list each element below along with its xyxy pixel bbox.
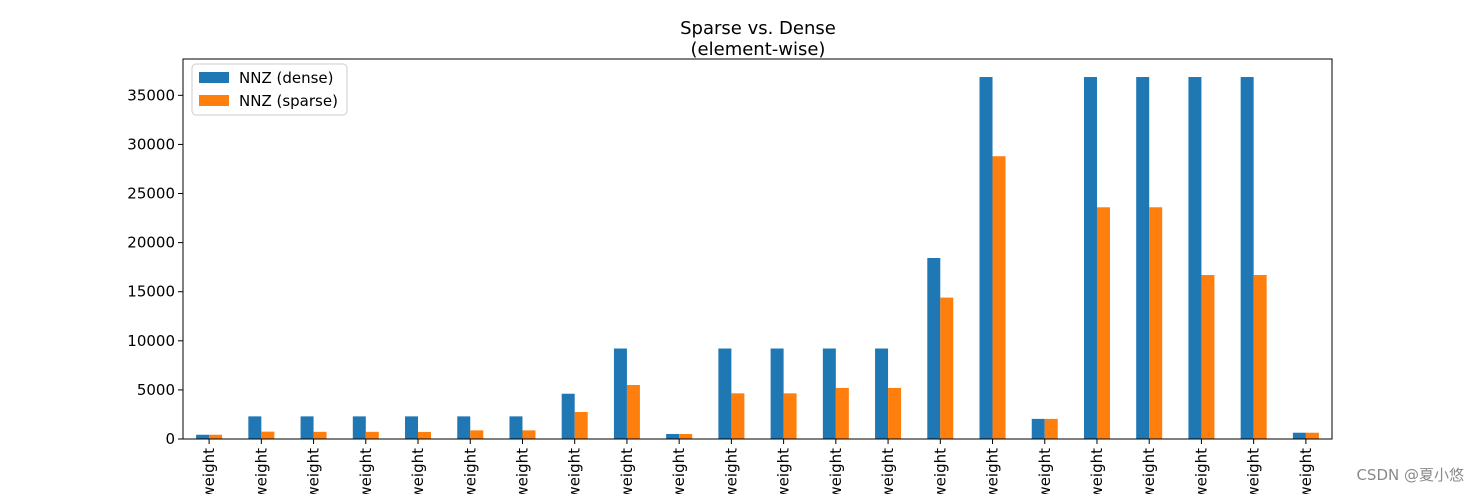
bar-sparse-11	[783, 393, 797, 439]
bar-sparse-17	[1096, 207, 1110, 439]
chart-title: Sparse vs. Dense	[680, 18, 836, 39]
x-tick-label-3: weight	[357, 448, 375, 494]
legend-swatch-sparse	[199, 95, 229, 106]
bar-sparse-9	[679, 433, 693, 439]
bar-dense-21	[1292, 432, 1306, 439]
y-tick-label-1: 5000	[137, 381, 175, 399]
x-tick-label-18: weight	[1140, 448, 1158, 494]
bar-dense-11	[770, 348, 784, 439]
bar-dense-15	[979, 77, 993, 439]
bar-dense-18	[1136, 77, 1150, 439]
x-tick-label-15: weight	[984, 448, 1002, 494]
x-axis: weight weight weight weight weight weight weig…	[200, 439, 1315, 494]
bar-dense-6	[509, 416, 523, 439]
bar-sparse-18	[1149, 207, 1163, 439]
bar-dense-5	[457, 416, 471, 439]
bar-dense-1	[248, 416, 262, 439]
x-tick-label-14: weight	[931, 448, 949, 494]
x-tick-label-9: weight	[670, 448, 688, 494]
y-tick-label-2: 10000	[127, 332, 175, 350]
bar-dense-20	[1240, 77, 1254, 439]
bar-sparse-10	[731, 393, 745, 439]
bar-sparse-5	[470, 430, 484, 439]
bar-sparse-6	[522, 430, 536, 439]
x-tick-label-13: weight	[879, 448, 897, 494]
chart-subtitle: (element-wise)	[691, 39, 826, 60]
legend: NNZ (dense) NNZ (sparse)	[191, 63, 348, 116]
bar-dense-0	[196, 434, 210, 439]
bar-sparse-14	[940, 297, 954, 439]
x-tick-label-1: weight	[252, 448, 270, 494]
x-tick-label-19: weight	[1192, 448, 1210, 494]
bar-dense-10	[718, 348, 732, 439]
bar-dense-16	[1031, 418, 1045, 439]
bar-dense-14	[927, 258, 941, 439]
legend-label-dense: NNZ (dense)	[239, 69, 334, 87]
bar-sparse-13	[888, 387, 902, 439]
bar-sparse-20	[1253, 275, 1267, 439]
x-tick-label-8: weight	[618, 448, 636, 494]
bar-sparse-1	[261, 431, 275, 439]
bar-dense-12	[822, 348, 836, 439]
bar-sparse-8	[626, 384, 640, 439]
x-tick-label-21: weight	[1297, 448, 1315, 494]
bar-dense-2	[300, 416, 314, 439]
bar-sparse-21	[1305, 432, 1319, 439]
x-tick-label-6: weight	[513, 448, 531, 494]
bar-sparse-16	[1044, 418, 1058, 439]
bar-sparse-4	[418, 431, 432, 439]
bar-dense-3	[352, 416, 366, 439]
y-tick-label-5: 25000	[127, 185, 175, 203]
bar-sparse-2	[313, 431, 327, 439]
plot-frame	[182, 58, 1333, 440]
y-tick-label-7: 35000	[127, 86, 175, 104]
bar-sparse-12	[835, 387, 849, 439]
watermark: CSDN @夏小悠	[1356, 466, 1464, 484]
x-tick-label-0: weight	[200, 448, 218, 494]
x-tick-label-20: weight	[1245, 448, 1263, 494]
y-axis: 0 5000 10000 15000 20000 25000 30000 35000	[127, 86, 183, 448]
legend-swatch-dense	[199, 72, 229, 83]
bars-group	[196, 77, 1319, 439]
y-tick-label-0: 0	[165, 430, 175, 448]
x-tick-label-2: weight	[305, 448, 323, 494]
bar-dense-9	[666, 433, 680, 439]
x-tick-label-4: weight	[409, 448, 427, 494]
y-tick-label-6: 30000	[127, 135, 175, 153]
bar-sparse-15	[992, 156, 1006, 439]
bar-dense-4	[405, 416, 419, 439]
legend-frame	[191, 63, 348, 116]
x-tick-label-11: weight	[775, 448, 793, 494]
bar-sparse-7	[574, 412, 588, 439]
legend-label-sparse: NNZ (sparse)	[239, 92, 338, 110]
bar-sparse-3	[365, 431, 379, 439]
x-tick-label-16: weight	[1036, 448, 1054, 494]
x-tick-label-10: weight	[722, 448, 740, 494]
bar-sparse-0	[209, 434, 223, 439]
bar-dense-13	[875, 348, 889, 439]
y-tick-label-3: 15000	[127, 283, 175, 301]
bar-dense-17	[1083, 77, 1097, 439]
y-tick-label-4: 20000	[127, 234, 175, 252]
bar-sparse-19	[1201, 275, 1215, 439]
x-tick-label-17: weight	[1088, 448, 1106, 494]
bar-dense-7	[561, 393, 575, 439]
bar-dense-8	[613, 348, 627, 439]
x-tick-label-12: weight	[827, 448, 845, 494]
x-tick-label-7: weight	[566, 448, 584, 494]
bar-dense-19	[1188, 77, 1202, 439]
x-tick-label-5: weight	[461, 448, 479, 494]
